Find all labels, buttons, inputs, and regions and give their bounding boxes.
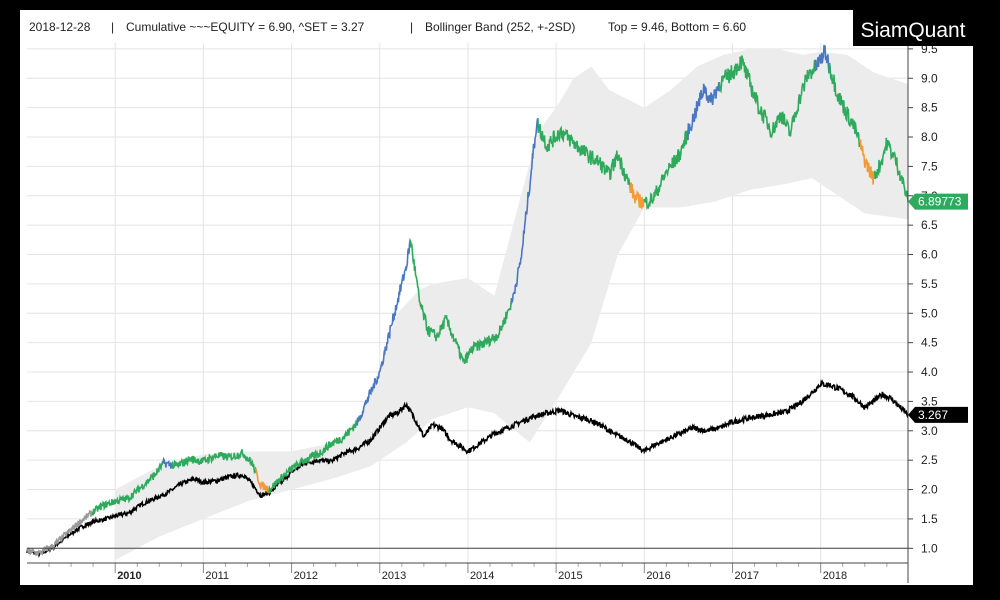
y-tick-label: 8.5	[921, 101, 938, 115]
equity-line-segment	[254, 468, 271, 494]
axis-layer: 1.01.52.02.53.03.54.04.55.05.56.06.57.07…	[27, 35, 968, 583]
equity-line-segment	[687, 81, 721, 141]
equity-line-segment	[91, 456, 165, 516]
header-date: 2018-12-28	[29, 20, 91, 34]
logo-text: SiamQuant	[860, 19, 965, 42]
x-tick-label: 2012	[294, 570, 318, 582]
equity-last-value-tag: 6.89773	[918, 195, 962, 209]
y-tick-label: 5.0	[921, 306, 938, 320]
y-tick-label: 4.0	[921, 365, 938, 379]
y-tick-label: 3.0	[921, 424, 938, 438]
header-separator-1: |	[111, 20, 114, 34]
equity-line-segment	[356, 237, 412, 426]
equity-line-segment	[537, 118, 633, 193]
equity-line-segment	[859, 139, 877, 185]
series-layer	[26, 44, 909, 558]
y-tick-label: 6.5	[921, 218, 938, 232]
chart-canvas: 1.01.52.02.53.03.54.04.55.05.56.06.57.07…	[26, 10, 973, 583]
set-index-line	[26, 379, 909, 558]
x-tick-label: 2015	[558, 570, 582, 582]
x-tick-label: 2016	[646, 570, 670, 582]
equity-line-segment	[268, 417, 360, 494]
set-last-value-tag: 3.267	[918, 408, 948, 422]
y-tick-label: 5.5	[921, 277, 938, 291]
header-band-text: Bollinger Band (252, +-2SD)	[425, 20, 575, 34]
y-tick-label: 1.5	[921, 512, 938, 526]
set-last-value-tag-bg	[908, 406, 968, 423]
x-tick-label: 2017	[735, 570, 759, 582]
header-band-values: Top = 9.46, Bottom = 6.60	[608, 20, 746, 34]
y-tick-label: 3.5	[921, 394, 938, 408]
header-series-text: Cumulative ~~~EQUITY = 6.90, ^SET = 3.27	[126, 20, 365, 34]
header-separator-2: |	[410, 20, 413, 34]
y-tick-label: 6.0	[921, 248, 938, 262]
equity-line-segment	[814, 44, 831, 74]
y-tick-label: 2.0	[921, 483, 938, 497]
equity-line-segment	[409, 240, 514, 364]
equity-line-segment	[171, 449, 258, 474]
y-tick-label: 4.5	[921, 336, 938, 350]
y-tick-label: 8.0	[921, 130, 938, 144]
y-tick-label: 7.5	[921, 159, 938, 173]
chart-frame: 1.01.52.02.53.03.54.04.55.05.56.06.57.07…	[20, 10, 973, 585]
x-tick-label: 2010	[117, 570, 141, 582]
equity-last-value-tag-bg	[908, 193, 968, 210]
equity-line-segment	[629, 182, 646, 210]
x-tick-label: 2018	[823, 570, 847, 582]
y-tick-label: 1.0	[921, 541, 938, 555]
y-tick-label: 9.0	[921, 71, 938, 85]
x-tick-label: 2014	[470, 570, 494, 582]
equity-line-segment	[162, 456, 174, 469]
equity-line-segment	[510, 118, 540, 305]
equity-line-segment	[718, 55, 818, 139]
x-tick-label: 2013	[382, 570, 406, 582]
equity-line-segment	[828, 62, 862, 150]
logo-badge	[853, 10, 973, 46]
x-tick-label: 2011	[205, 570, 229, 582]
y-tick-label: 2.5	[921, 453, 938, 467]
equity-line-segment	[643, 123, 690, 211]
equity-line-segment	[873, 137, 909, 202]
equity-line-segment	[26, 508, 95, 557]
